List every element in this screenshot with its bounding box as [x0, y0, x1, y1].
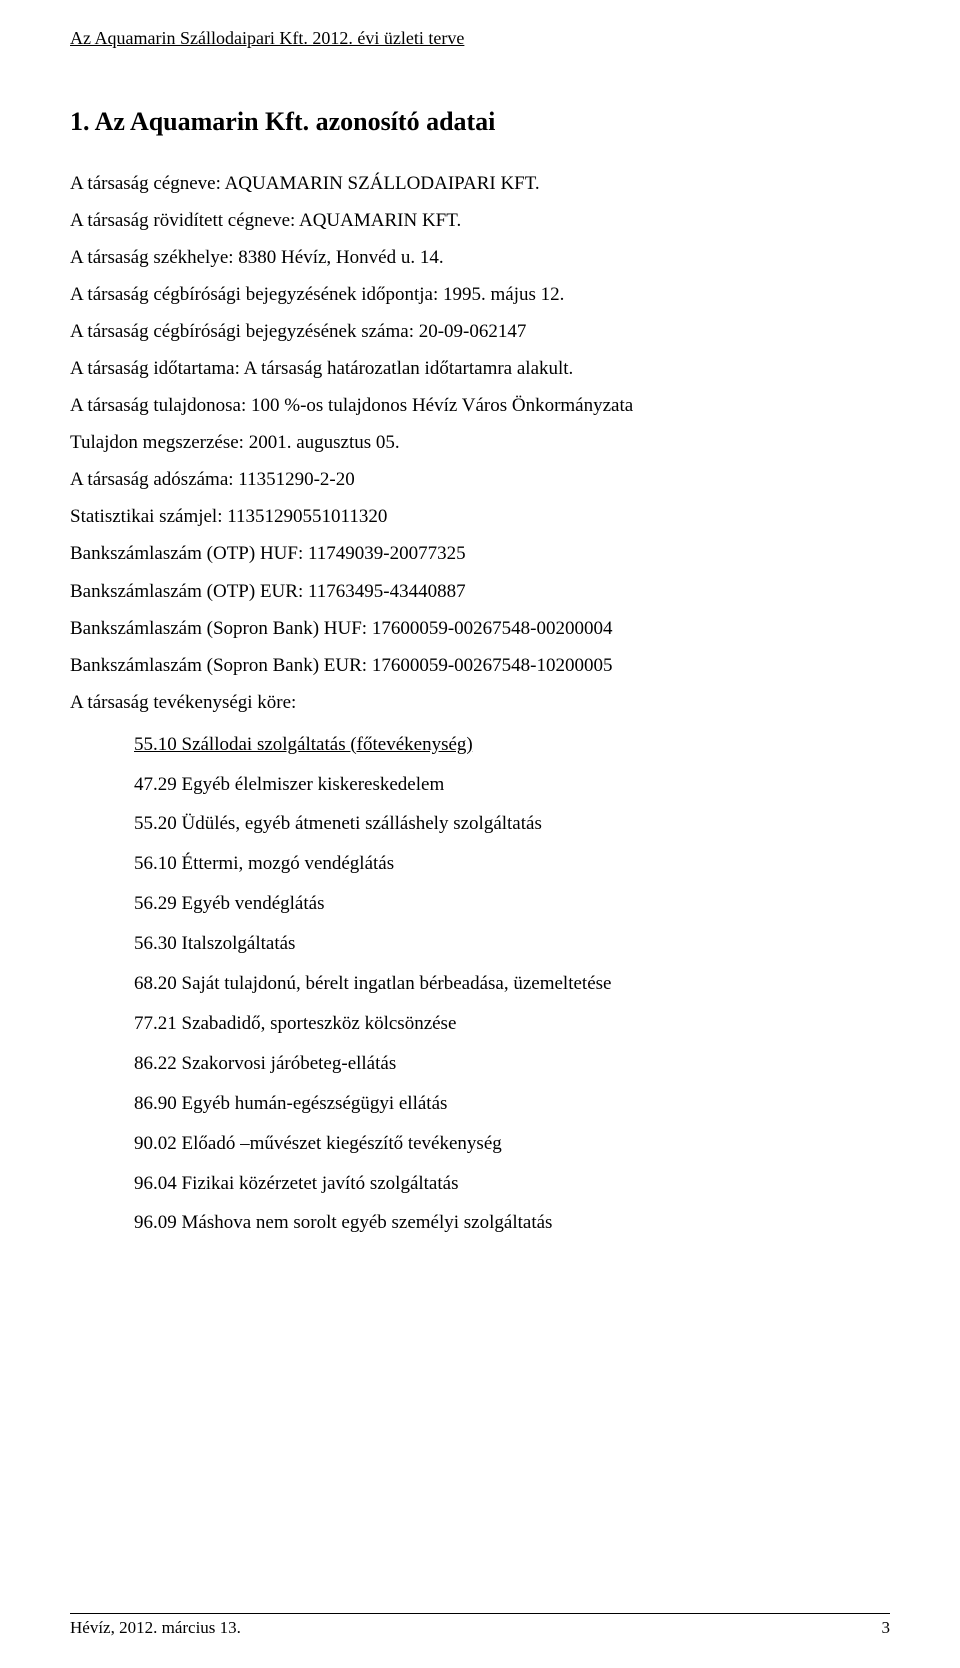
running-header: Az Aquamarin Szállodaipari Kft. 2012. év… [70, 28, 890, 49]
footer-left: Hévíz, 2012. március 13. [70, 1618, 241, 1638]
activity-list: 55.10 Szállodai szolgáltatás (főtevékeny… [70, 725, 890, 1244]
body-line: A társaság tevékenységi köre: [70, 684, 890, 721]
body-line: A társaság cégneve: AQUAMARIN SZÁLLODAIP… [70, 165, 890, 202]
activity-item: 55.10 Szállodai szolgáltatás (főtevékeny… [134, 725, 890, 765]
activity-item: 56.30 Italszolgáltatás [134, 924, 890, 964]
activity-item: 68.20 Saját tulajdonú, bérelt ingatlan b… [134, 964, 890, 1004]
page-footer: Hévíz, 2012. március 13. 3 [70, 1613, 890, 1638]
activity-item: 86.22 Szakorvosi járóbeteg-ellátás [134, 1044, 890, 1084]
document-page: Az Aquamarin Szállodaipari Kft. 2012. év… [0, 0, 960, 1668]
activity-item: 56.29 Egyéb vendéglátás [134, 884, 890, 924]
activity-item: 47.29 Egyéb élelmiszer kiskereskedelem [134, 765, 890, 805]
body-line: A társaság tulajdonosa: 100 %-os tulajdo… [70, 387, 890, 424]
body-line: Bankszámlaszám (OTP) HUF: 11749039-20077… [70, 535, 890, 572]
body-line: A társaság adószáma: 11351290-2-20 [70, 461, 890, 498]
body-line: A társaság időtartama: A társaság határo… [70, 350, 890, 387]
activity-item: 56.10 Éttermi, mozgó vendéglátás [134, 844, 890, 884]
body-line: Bankszámlaszám (OTP) EUR: 11763495-43440… [70, 573, 890, 610]
activity-item: 86.90 Egyéb humán-egészségügyi ellátás [134, 1084, 890, 1124]
body-line: A társaság cégbírósági bejegyzésének szá… [70, 313, 890, 350]
body-line: Statisztikai számjel: 11351290551011320 [70, 498, 890, 535]
body-line: A társaság cégbírósági bejegyzésének idő… [70, 276, 890, 313]
body-line: Tulajdon megszerzése: 2001. augusztus 05… [70, 424, 890, 461]
activity-item: 55.20 Üdülés, egyéb átmeneti szálláshely… [134, 804, 890, 844]
body-line: Bankszámlaszám (Sopron Bank) EUR: 176000… [70, 647, 890, 684]
body-line: A társaság rövidített cégneve: AQUAMARIN… [70, 202, 890, 239]
body-line: Bankszámlaszám (Sopron Bank) HUF: 176000… [70, 610, 890, 647]
activity-item: 77.21 Szabadidő, sporteszköz kölcsönzése [134, 1004, 890, 1044]
footer-page-number: 3 [882, 1618, 891, 1638]
activity-item: 96.04 Fizikai közérzetet javító szolgált… [134, 1164, 890, 1204]
body-line: A társaság székhelye: 8380 Hévíz, Honvéd… [70, 239, 890, 276]
activity-item: 96.09 Máshova nem sorolt egyéb személyi … [134, 1203, 890, 1243]
activity-item: 90.02 Előadó –művészet kiegészítő tevéke… [134, 1124, 890, 1164]
section-title: 1. Az Aquamarin Kft. azonosító adatai [70, 107, 890, 137]
